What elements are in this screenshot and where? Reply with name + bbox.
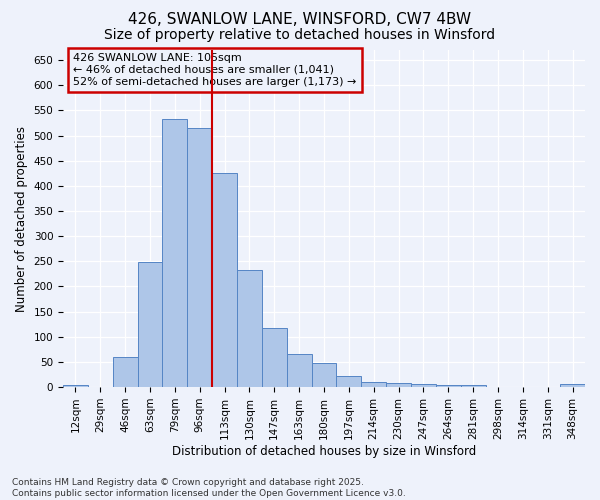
Bar	[560, 384, 585, 387]
Y-axis label: Number of detached properties: Number of detached properties	[15, 126, 28, 312]
Bar	[287, 354, 311, 387]
Text: Size of property relative to detached houses in Winsford: Size of property relative to detached ho…	[104, 28, 496, 42]
Bar	[63, 384, 88, 387]
Bar	[386, 382, 411, 387]
Bar	[461, 385, 485, 387]
Bar	[311, 364, 337, 387]
Bar	[436, 384, 461, 387]
Bar	[485, 386, 511, 387]
Bar	[411, 384, 436, 387]
Text: Contains HM Land Registry data © Crown copyright and database right 2025.
Contai: Contains HM Land Registry data © Crown c…	[12, 478, 406, 498]
Bar	[187, 128, 212, 387]
Text: 426, SWANLOW LANE, WINSFORD, CW7 4BW: 426, SWANLOW LANE, WINSFORD, CW7 4BW	[128, 12, 472, 28]
Bar	[212, 174, 237, 387]
Bar	[113, 357, 137, 387]
X-axis label: Distribution of detached houses by size in Winsford: Distribution of detached houses by size …	[172, 444, 476, 458]
Bar	[361, 382, 386, 387]
Bar	[237, 270, 262, 387]
Bar	[137, 262, 163, 387]
Bar	[337, 376, 361, 387]
Bar	[163, 119, 187, 387]
Bar	[262, 328, 287, 387]
Text: 426 SWANLOW LANE: 105sqm
← 46% of detached houses are smaller (1,041)
52% of sem: 426 SWANLOW LANE: 105sqm ← 46% of detach…	[73, 54, 357, 86]
